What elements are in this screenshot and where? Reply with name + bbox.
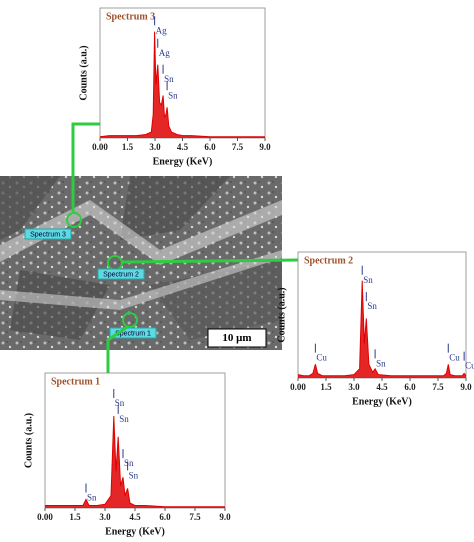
peak-label: Sn [119, 414, 129, 424]
x-axis-label: Energy (KeV) [105, 526, 165, 537]
y-axis-label: Counts (a.u.) [23, 413, 34, 468]
x-tick-label: 3.0 [149, 142, 161, 152]
x-tick-label: 3.0 [99, 512, 111, 522]
scale-bar: 10 μm [222, 332, 251, 344]
chart-title: Spectrum 2 [304, 255, 353, 266]
x-tick-label: 0.00 [92, 142, 108, 152]
plot-frame [44, 372, 226, 509]
chart-title: Spectrum 3 [106, 11, 155, 22]
x-tick-label: 9.0 [259, 142, 271, 152]
x-tick-label: 7.5 [432, 382, 444, 392]
plot-frame [297, 251, 467, 379]
peak-label: Sn [363, 275, 373, 285]
x-tick-label: 1.5 [69, 512, 81, 522]
x-tick-label: 9.0 [460, 382, 472, 392]
sem-image: Spectrum 3 Spectrum 2 Spectrum 1 10 μm [0, 176, 282, 350]
connectors [71, 122, 299, 373]
x-tick-label: 7.5 [189, 512, 201, 522]
x-axis-label: Energy (KeV) [352, 396, 412, 407]
x-tick-label: 1.5 [122, 142, 134, 152]
peak-label: Cu [316, 353, 327, 363]
x-tick-label: 6.0 [404, 382, 416, 392]
y-axis-label: Counts (a.u.) [276, 287, 287, 342]
peak-label: Ag [156, 25, 167, 35]
x-tick-label: 6.0 [159, 512, 171, 522]
x-tick-label: 9.0 [219, 512, 231, 522]
x-tick-label: 6.0 [204, 142, 216, 152]
chart-title: Spectrum 1 [51, 376, 100, 387]
peak-label: Cu [465, 361, 474, 371]
peak-label: Sn [115, 398, 125, 408]
peak-label: Sn [124, 458, 134, 468]
x-tick-label: 0.00 [290, 382, 306, 392]
sem-label: Spectrum 1 [115, 330, 151, 337]
sem-label: Spectrum 3 [30, 231, 66, 238]
peak-label: Ag [159, 48, 170, 58]
spectrum-line [297, 280, 467, 377]
x-tick-label: 0.00 [37, 512, 53, 522]
peak-label: Sn [87, 493, 97, 503]
peak-label: Sn [168, 90, 178, 100]
x-tick-label: 4.5 [129, 512, 141, 522]
peak-label: Sn [376, 358, 386, 368]
spectrum-line [45, 415, 225, 508]
x-axis-label: Energy (KeV) [153, 156, 213, 167]
x-tick-label: 1.5 [320, 382, 332, 392]
peak-label: Sn [367, 301, 377, 311]
x-tick-label: 4.5 [177, 142, 189, 152]
plot-frame [99, 7, 266, 139]
sem-label: Spectrum 2 [103, 271, 139, 278]
peak-label: Cu [449, 353, 460, 363]
x-tick-label: 7.5 [232, 142, 244, 152]
x-tick-label: 3.0 [348, 382, 360, 392]
spectrum-line [99, 31, 265, 138]
x-tick-label: 4.5 [376, 382, 388, 392]
y-axis-label: Counts (a.u.) [78, 45, 89, 100]
peak-label: Sn [129, 470, 139, 480]
peak-label: Sn [164, 74, 174, 84]
